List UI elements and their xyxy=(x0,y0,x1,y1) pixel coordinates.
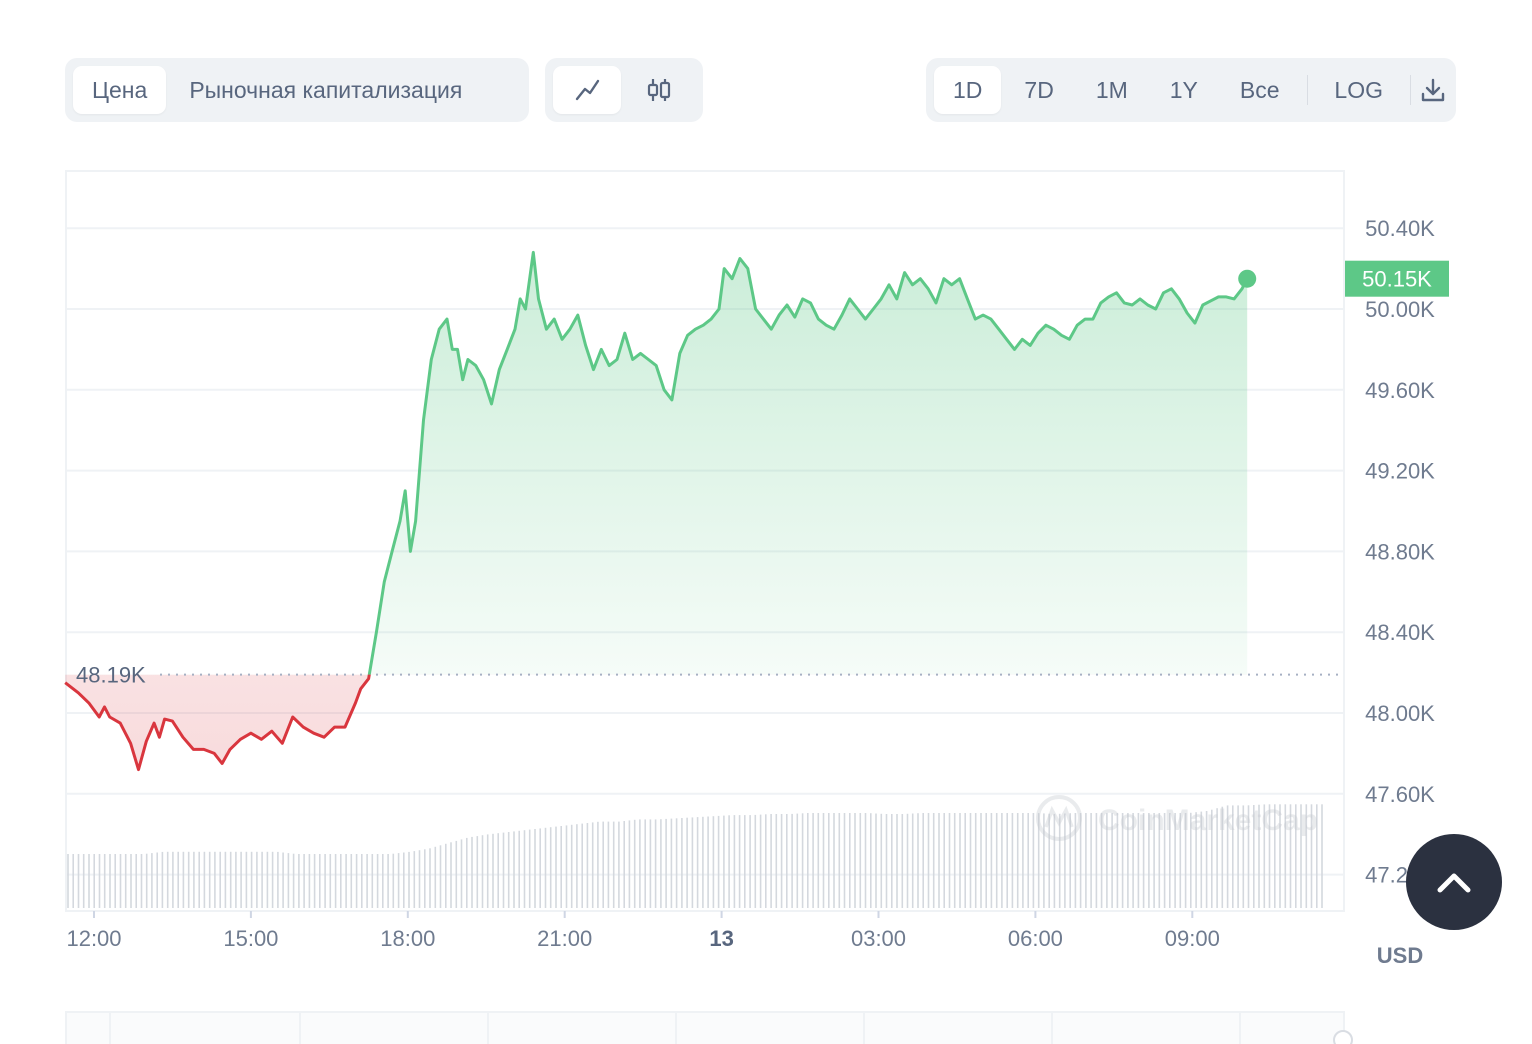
volume-bars xyxy=(67,804,1323,908)
range-navigator[interactable] xyxy=(65,1011,1353,1044)
coinmarketcap-logo-icon xyxy=(1036,795,1082,841)
y-tick-label: 49.20K xyxy=(1365,459,1435,484)
range-1d[interactable]: 1D xyxy=(934,66,1002,114)
currency-label: USD xyxy=(1377,943,1423,968)
price-area xyxy=(65,252,1248,770)
watermark: CoinMarketCap xyxy=(1036,795,1318,841)
y-tick-label: 48.00K xyxy=(1365,701,1435,726)
y-tick-label: 48.80K xyxy=(1365,539,1435,564)
log-scale-button[interactable]: LOG xyxy=(1334,76,1383,103)
navigator-handle[interactable] xyxy=(1333,1030,1353,1044)
y-tick-label: 48.40K xyxy=(1365,620,1435,645)
range-1y[interactable]: 1Y xyxy=(1169,76,1198,103)
watermark-mark xyxy=(1044,805,1074,828)
time-range-toggle: 1D 7D 1M 1Y Все LOG xyxy=(926,58,1456,122)
y-tick-label: 49.60K xyxy=(1365,378,1435,403)
tab-price[interactable]: Цена xyxy=(73,66,167,114)
x-tick-label: 13 xyxy=(709,926,733,951)
divider xyxy=(1409,75,1411,105)
x-tick-label: 03:00 xyxy=(851,926,906,951)
line-view-button[interactable] xyxy=(553,66,621,114)
navigator-frame xyxy=(65,1011,1345,1044)
y-axis: 50.40K 50.00K 49.60K 49.20K 48.80K 48.40K 48.0… xyxy=(1365,216,1435,887)
range-7d[interactable]: 7D xyxy=(1024,76,1054,103)
price-line xyxy=(64,250,1249,772)
chart-view-toggle xyxy=(545,58,703,122)
x-tick-label: 09:00 xyxy=(1165,926,1220,951)
current-price-label: 50.15K xyxy=(1362,267,1432,292)
scroll-to-top-button[interactable] xyxy=(1406,834,1502,930)
tab-market-cap[interactable]: Рыночная капитализация xyxy=(189,76,463,103)
y-tick-label: 47.60K xyxy=(1365,782,1435,807)
price-line-up xyxy=(367,250,1249,675)
y-tick-label: 50.40K xyxy=(1365,216,1435,241)
x-tick-label: 21:00 xyxy=(537,926,592,951)
range-all[interactable]: Все xyxy=(1239,76,1280,103)
divider xyxy=(1306,75,1308,105)
chart-type-toggle: Цена Рыночная капитализация xyxy=(65,58,529,122)
download-icon xyxy=(1422,78,1445,102)
y-tick-label: 50.00K xyxy=(1365,297,1435,322)
candlestick-icon xyxy=(647,79,671,101)
price-line-down xyxy=(64,674,371,772)
baseline-label: 48.19K xyxy=(76,663,146,688)
chevron-up-icon xyxy=(1437,873,1471,893)
current-price-tag xyxy=(1345,260,1449,297)
candlestick-view-button[interactable] xyxy=(625,66,693,114)
current-price-dot xyxy=(1238,269,1257,288)
price-area-down xyxy=(65,674,1248,770)
x-tick-label: 06:00 xyxy=(1008,926,1063,951)
x-axis: 12:00 15:00 18:00 21:00 13 03:00 06:00 09:00 xyxy=(66,911,1220,951)
x-tick-label: 15:00 xyxy=(223,926,278,951)
watermark-text: CoinMarketCap xyxy=(1098,804,1318,837)
range-1m[interactable]: 1M xyxy=(1095,76,1128,103)
x-tick-label: 18:00 xyxy=(380,926,435,951)
download-button[interactable] xyxy=(1419,66,1448,114)
line-chart-icon xyxy=(575,79,600,101)
x-tick-label: 12:00 xyxy=(66,926,121,951)
plot-frame xyxy=(65,170,1345,912)
